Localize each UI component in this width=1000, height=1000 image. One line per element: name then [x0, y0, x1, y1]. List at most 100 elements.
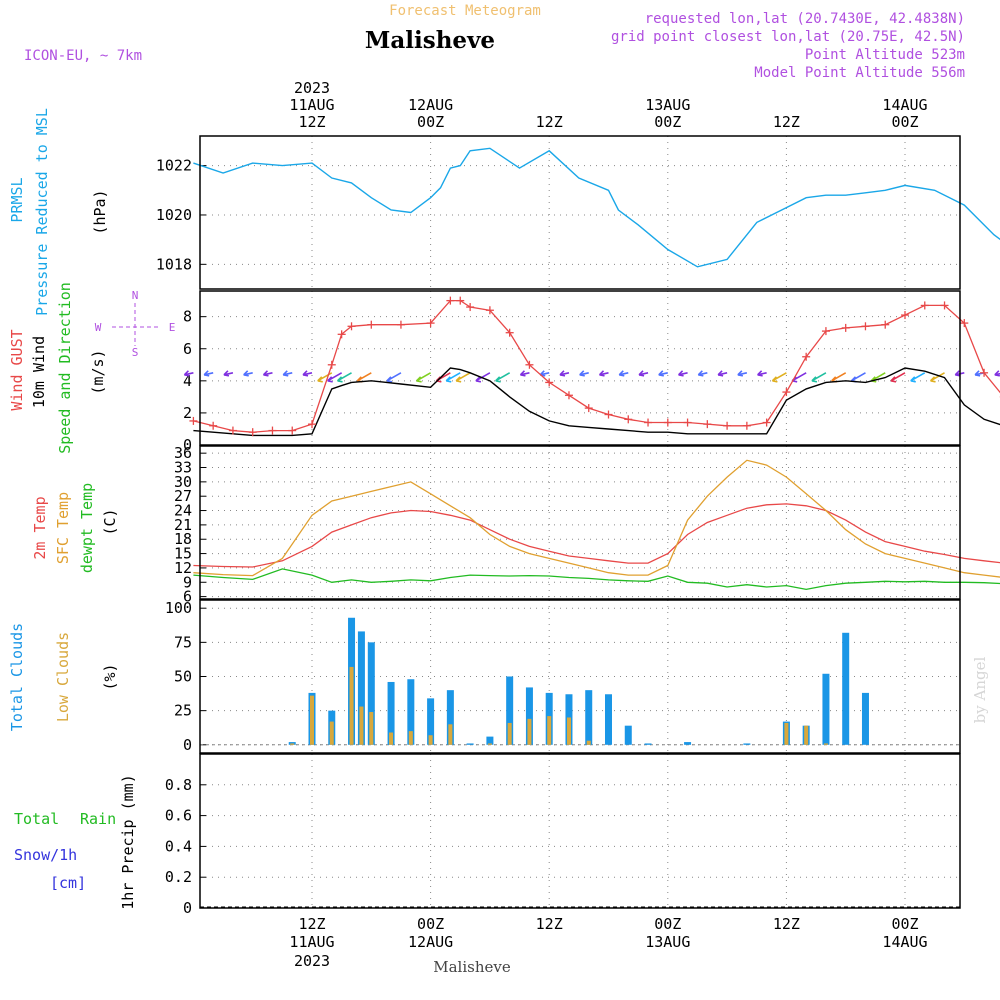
temp-ylabel-unit: (C) [101, 508, 119, 535]
y-tick-label: 6 [183, 340, 192, 358]
wind-arrow-head [495, 380, 501, 383]
y-tick-label: 0 [183, 436, 192, 454]
temp-ylabel-sfc: SFC Temp [54, 492, 72, 564]
low-cloud-bar [487, 743, 492, 745]
total-cloud-bar [387, 681, 395, 745]
total-cloud-bar [842, 632, 850, 745]
y-tick-label: 9 [183, 573, 192, 591]
total-cloud-bar [525, 687, 533, 745]
total-cloud-bar [466, 743, 474, 745]
wind-arrow-head [599, 374, 605, 377]
low-cloud-bar [547, 716, 552, 745]
wind-arrow-head [890, 380, 897, 383]
low-cloud-bar [408, 731, 413, 745]
compass-w: W [95, 321, 102, 334]
y-tick-label: 100 [165, 599, 192, 617]
panel-border [199, 135, 961, 290]
wind-arrow-head [386, 380, 393, 383]
wind-ylabel-direction: Speed and Direction [56, 282, 74, 454]
low-cloud-bar [448, 724, 453, 745]
y-tick-label: 0.2 [165, 868, 192, 886]
wind-arrow-head [559, 374, 566, 377]
wind-arrow-head [737, 374, 744, 377]
wind-arrow-head [717, 374, 724, 377]
panel-border [199, 753, 961, 909]
wind-gust-line [193, 299, 1000, 433]
t2m-line [193, 503, 1000, 568]
y-tick-label: 1018 [156, 255, 192, 273]
total-cloud-bar [506, 676, 514, 745]
low-cloud-bar [349, 666, 354, 745]
wind-arrow-head [772, 380, 778, 383]
top-hour-label: 12Z [536, 113, 563, 131]
top-hour-label: 00Z [417, 113, 444, 131]
y-tick-label: 33 [174, 459, 192, 477]
y-tick-label: 50 [174, 668, 192, 686]
bottom-hour-label: 12Z [298, 915, 325, 933]
y-tick-label: 24 [174, 502, 192, 520]
low-cloud-bar [359, 706, 364, 745]
top-date-label: 11AUG [289, 96, 334, 114]
wind-arrow-head [475, 380, 482, 383]
wind-arrow-head [619, 374, 625, 377]
wind-arrow-head [910, 380, 916, 383]
low-cloud-bar [823, 743, 828, 745]
top-hour-label: 00Z [654, 113, 681, 131]
low-cloud-bar [329, 721, 334, 745]
pressure-ylabel-unit: (hPa) [91, 189, 109, 234]
wind-arrow-head [974, 374, 981, 377]
model-point-altitude: Model Point Altitude 556m [754, 65, 965, 81]
bottom-hour-label: 00Z [654, 915, 681, 933]
panel-wind: 0 2 4 6 8 Wind GUST 10m Wind Speed and Directio… [8, 282, 1000, 454]
low-cloud-bar [310, 695, 314, 745]
point-altitude: Point Altitude 523m [805, 47, 965, 63]
low-cloud-bar [428, 735, 433, 745]
watermark: by Angel [971, 656, 989, 723]
y-tick-label: 75 [174, 633, 192, 651]
wind-arrow-head [263, 374, 269, 377]
wind-arrow-head [994, 374, 1000, 377]
grid-point-coords: grid point closest lon,lat (20.75E, 42.5… [611, 29, 965, 45]
dewpt-line [193, 568, 1000, 591]
y-tick-label: 6 [183, 588, 192, 606]
low-cloud-bar [784, 722, 789, 745]
low-cloud-bar [507, 722, 512, 745]
low-cloud-bar [804, 725, 809, 745]
y-tick-label: 0.6 [165, 807, 192, 825]
total-cloud-bar [624, 725, 632, 745]
wind-ylabel-unit: (m/s) [89, 349, 107, 394]
total-cloud-bar [446, 690, 454, 745]
compass-e: E [169, 321, 176, 334]
low-cloud-bar [586, 740, 591, 745]
total-cloud-bar [427, 698, 435, 745]
wind-arrow-head [678, 374, 684, 377]
wind-arrow-head [317, 380, 323, 383]
total-cloud-bar [407, 679, 415, 745]
bottom-date-label: 12AUG [408, 933, 453, 951]
top-hour-label: 12Z [298, 113, 325, 131]
wind-arrow-head [579, 374, 585, 377]
y-tick-label: 4 [183, 372, 192, 390]
panel-pressure: 1018 1020 1022 PRMSL Pressure Reduced to MSL… [8, 108, 1000, 316]
wind-arrow-head [930, 380, 936, 383]
bottom-date-label: 14AUG [882, 933, 927, 951]
legend-snow-1: Snow/1h [14, 846, 77, 864]
wind-arrow-head [184, 374, 190, 377]
panel-border [199, 445, 961, 600]
y-tick-label: 8 [183, 308, 192, 326]
y-tick-label: 25 [174, 702, 192, 720]
total-cloud-bar [486, 736, 494, 745]
total-cloud-bar [357, 631, 365, 745]
panel-clouds: 0 25 50 75 100 Total Clouds Low Clouds (%) [8, 599, 961, 754]
wind-arrow-head [243, 374, 249, 377]
wind-arrow-head [446, 380, 452, 383]
wind-ylabel-wind: 10m Wind [30, 336, 48, 408]
bottom-hour-label: 00Z [891, 915, 918, 933]
wind-arrow-head [416, 380, 422, 383]
wind-arrow-head [455, 380, 462, 383]
compass-n: N [132, 289, 139, 302]
